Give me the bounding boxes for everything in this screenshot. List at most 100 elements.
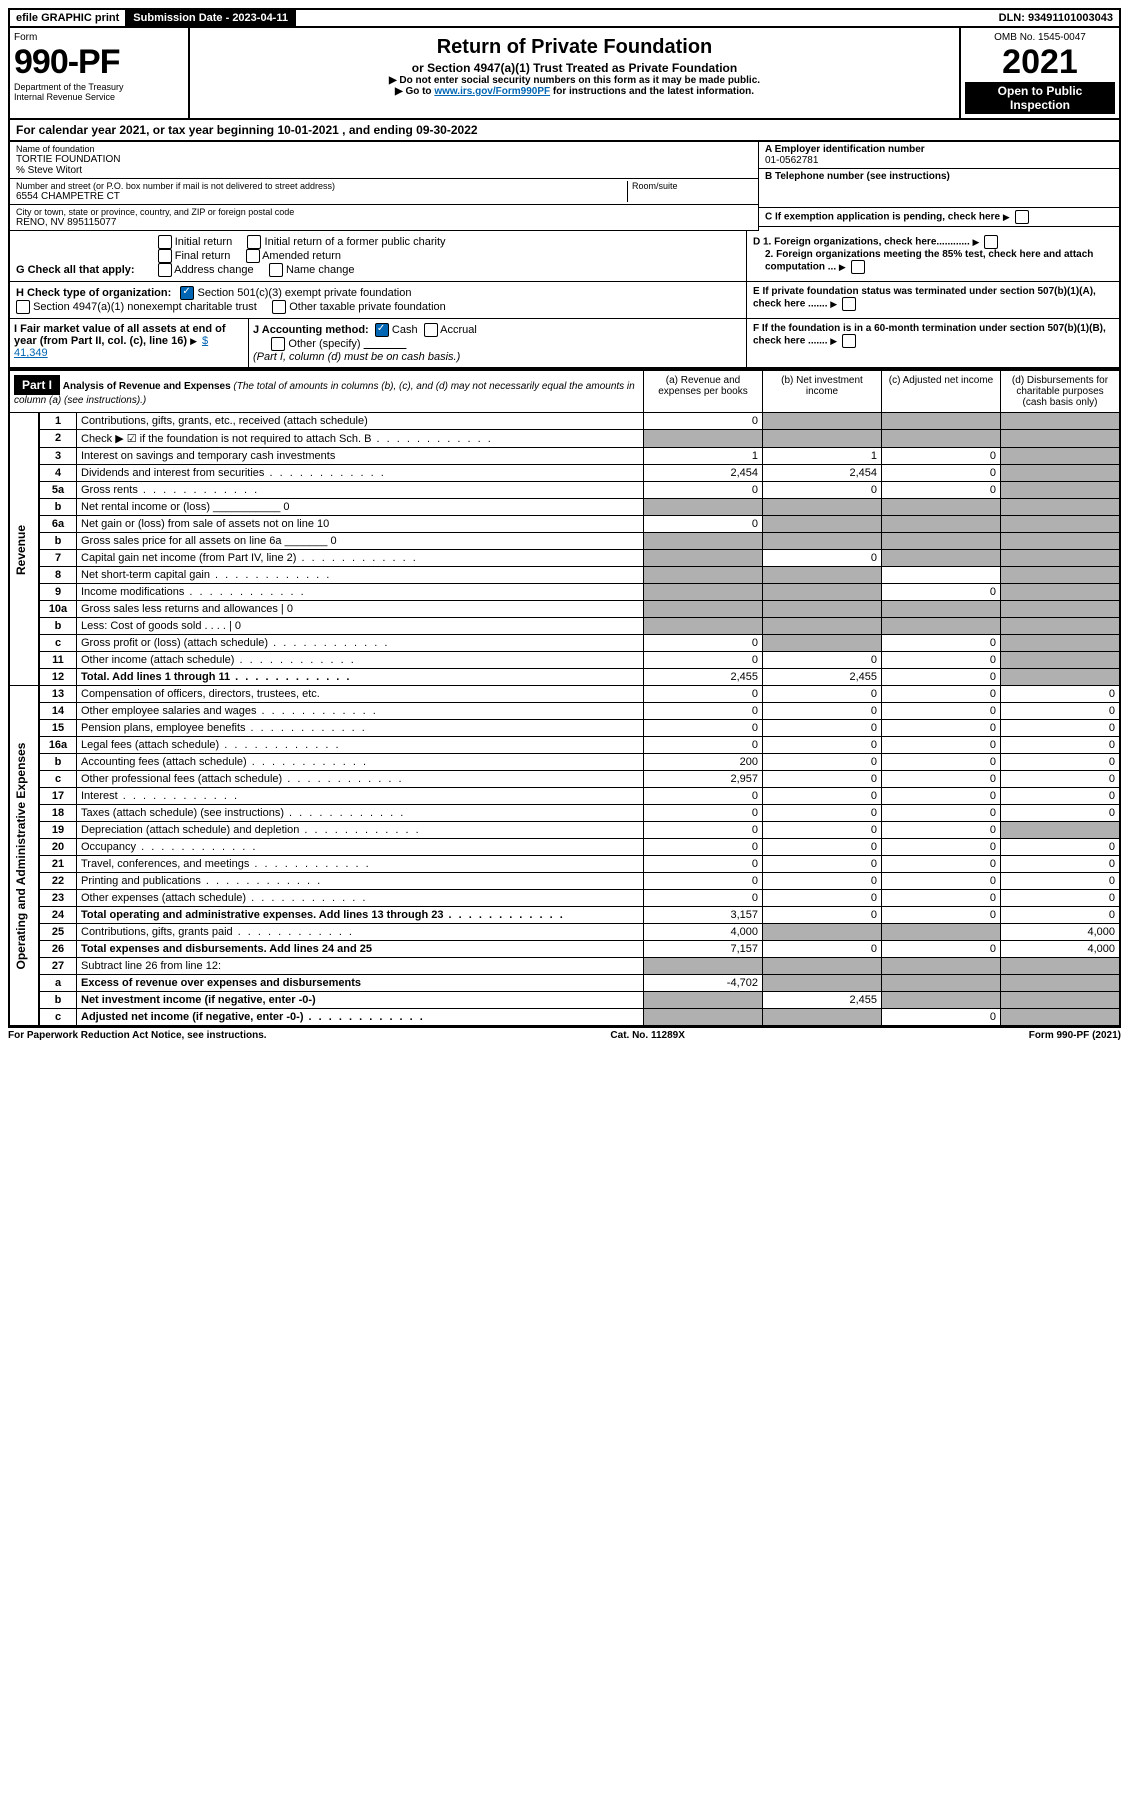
j-other-checkbox[interactable] (271, 337, 285, 351)
j-label: J Accounting method: (253, 324, 369, 336)
e-checkbox[interactable] (842, 297, 856, 311)
h-501c3-checkbox[interactable] (180, 286, 194, 300)
table-cell: 0 (644, 873, 763, 890)
table-cell: 0 (1001, 737, 1121, 754)
note2-post: for instructions and the latest informat… (550, 86, 754, 97)
city-cell: City or town, state or province, country… (10, 205, 758, 231)
line-number: b (39, 754, 77, 771)
table-cell: 200 (644, 754, 763, 771)
table-cell: 4,000 (1001, 924, 1121, 941)
g-former-checkbox[interactable] (247, 235, 261, 249)
table-cell: 0 (644, 805, 763, 822)
table-cell (882, 601, 1001, 618)
table-row: 24Total operating and administrative exp… (9, 907, 1120, 924)
line-description: Other expenses (attach schedule) (77, 890, 644, 907)
d1-checkbox[interactable] (984, 235, 998, 249)
form-subtitle: or Section 4947(a)(1) Trust Treated as P… (196, 61, 953, 75)
table-cell (644, 584, 763, 601)
line-number: 12 (39, 669, 77, 686)
table-cell: 0 (882, 737, 1001, 754)
table-cell: 0 (882, 584, 1001, 601)
table-row: 3Interest on savings and temporary cash … (9, 448, 1120, 465)
h-other-checkbox[interactable] (272, 300, 286, 314)
table-cell: 0 (763, 737, 882, 754)
line-number: 23 (39, 890, 77, 907)
table-cell: 0 (882, 703, 1001, 720)
phone-label: B Telephone number (see instructions) (765, 171, 1113, 182)
table-cell (1001, 635, 1121, 652)
line-number: 2 (39, 430, 77, 448)
table-row: Operating and Administrative Expenses13C… (9, 686, 1120, 703)
table-cell: 0 (1001, 788, 1121, 805)
table-cell: 1 (644, 448, 763, 465)
g-name-checkbox[interactable] (269, 263, 283, 277)
table-cell: 0 (644, 652, 763, 669)
table-row: 22Printing and publications0000 (9, 873, 1120, 890)
table-row: 23Other expenses (attach schedule)0000 (9, 890, 1120, 907)
line-description: Contributions, gifts, grants paid (77, 924, 644, 941)
line-description: Adjusted net income (if negative, enter … (77, 1009, 644, 1027)
table-cell (644, 618, 763, 635)
g-final-checkbox[interactable] (158, 249, 172, 263)
f-checkbox[interactable] (842, 334, 856, 348)
table-cell: 0 (644, 703, 763, 720)
j-cash-checkbox[interactable] (375, 323, 389, 337)
city-value: RENO, NV 895115077 (16, 217, 752, 228)
table-cell (644, 958, 763, 975)
omb-number: OMB No. 1545-0047 (965, 32, 1115, 43)
g-opt-1: Final return (175, 250, 231, 262)
line-description: Net gain or (loss) from sale of assets n… (77, 516, 644, 533)
g-address-checkbox[interactable] (158, 263, 172, 277)
table-row: bGross sales price for all assets on lin… (9, 533, 1120, 550)
street-address: 6554 CHAMPETRE CT (16, 191, 627, 202)
table-cell (1001, 1009, 1121, 1027)
table-cell (1001, 652, 1121, 669)
table-row: 11Other income (attach schedule)000 (9, 652, 1120, 669)
open-public: Open to Public Inspection (965, 82, 1115, 114)
col-d-hdr: (d) Disbursements for charitable purpose… (1000, 371, 1119, 412)
line-number: 10a (39, 601, 77, 618)
table-cell: 0 (763, 907, 882, 924)
table-cell: 0 (882, 482, 1001, 499)
table-cell (1001, 465, 1121, 482)
tax-year: 2021 (965, 43, 1115, 82)
d2-checkbox[interactable] (851, 260, 865, 274)
table-cell: 0 (1001, 856, 1121, 873)
g-initial-checkbox[interactable] (158, 235, 172, 249)
table-cell (1001, 482, 1121, 499)
department: Department of the Treasury Internal Reve… (14, 82, 184, 102)
table-cell (1001, 669, 1121, 686)
table-cell: 0 (882, 805, 1001, 822)
line-description: Total. Add lines 1 through 11 (77, 669, 644, 686)
table-cell: 0 (763, 652, 882, 669)
line-number: 15 (39, 720, 77, 737)
h-4947-checkbox[interactable] (16, 300, 30, 314)
table-cell (1001, 499, 1121, 516)
exemption-cell: C If exemption application is pending, c… (759, 208, 1119, 227)
note2-pre: ▶ Go to (395, 86, 434, 97)
i-section: I Fair market value of all assets at end… (10, 319, 249, 367)
table-row: 6aNet gain or (loss) from sale of assets… (9, 516, 1120, 533)
g-opt-2: Address change (174, 264, 254, 276)
table-cell: 0 (882, 448, 1001, 465)
g-amended-checkbox[interactable] (246, 249, 260, 263)
line-number: 21 (39, 856, 77, 873)
col-c-hdr: (c) Adjusted net income (881, 371, 1000, 412)
line-number: 11 (39, 652, 77, 669)
table-cell (763, 618, 882, 635)
c-checkbox[interactable] (1015, 210, 1029, 224)
table-cell: 4,000 (1001, 941, 1121, 958)
table-cell (882, 413, 1001, 430)
col-b-hdr: (b) Net investment income (762, 371, 881, 412)
line-number: 16a (39, 737, 77, 754)
j-accrual-checkbox[interactable] (424, 323, 438, 337)
table-cell (763, 635, 882, 652)
phone-cell: B Telephone number (see instructions) (759, 169, 1119, 208)
table-cell (882, 992, 1001, 1009)
d1-label: D 1. Foreign organizations, check here..… (753, 237, 970, 248)
e-section: E If private foundation status was termi… (747, 282, 1119, 318)
form-link[interactable]: www.irs.gov/Form990PF (434, 86, 550, 97)
table-cell (882, 567, 1001, 584)
form-title: Return of Private Foundation (196, 36, 953, 59)
line-number: c (39, 771, 77, 788)
